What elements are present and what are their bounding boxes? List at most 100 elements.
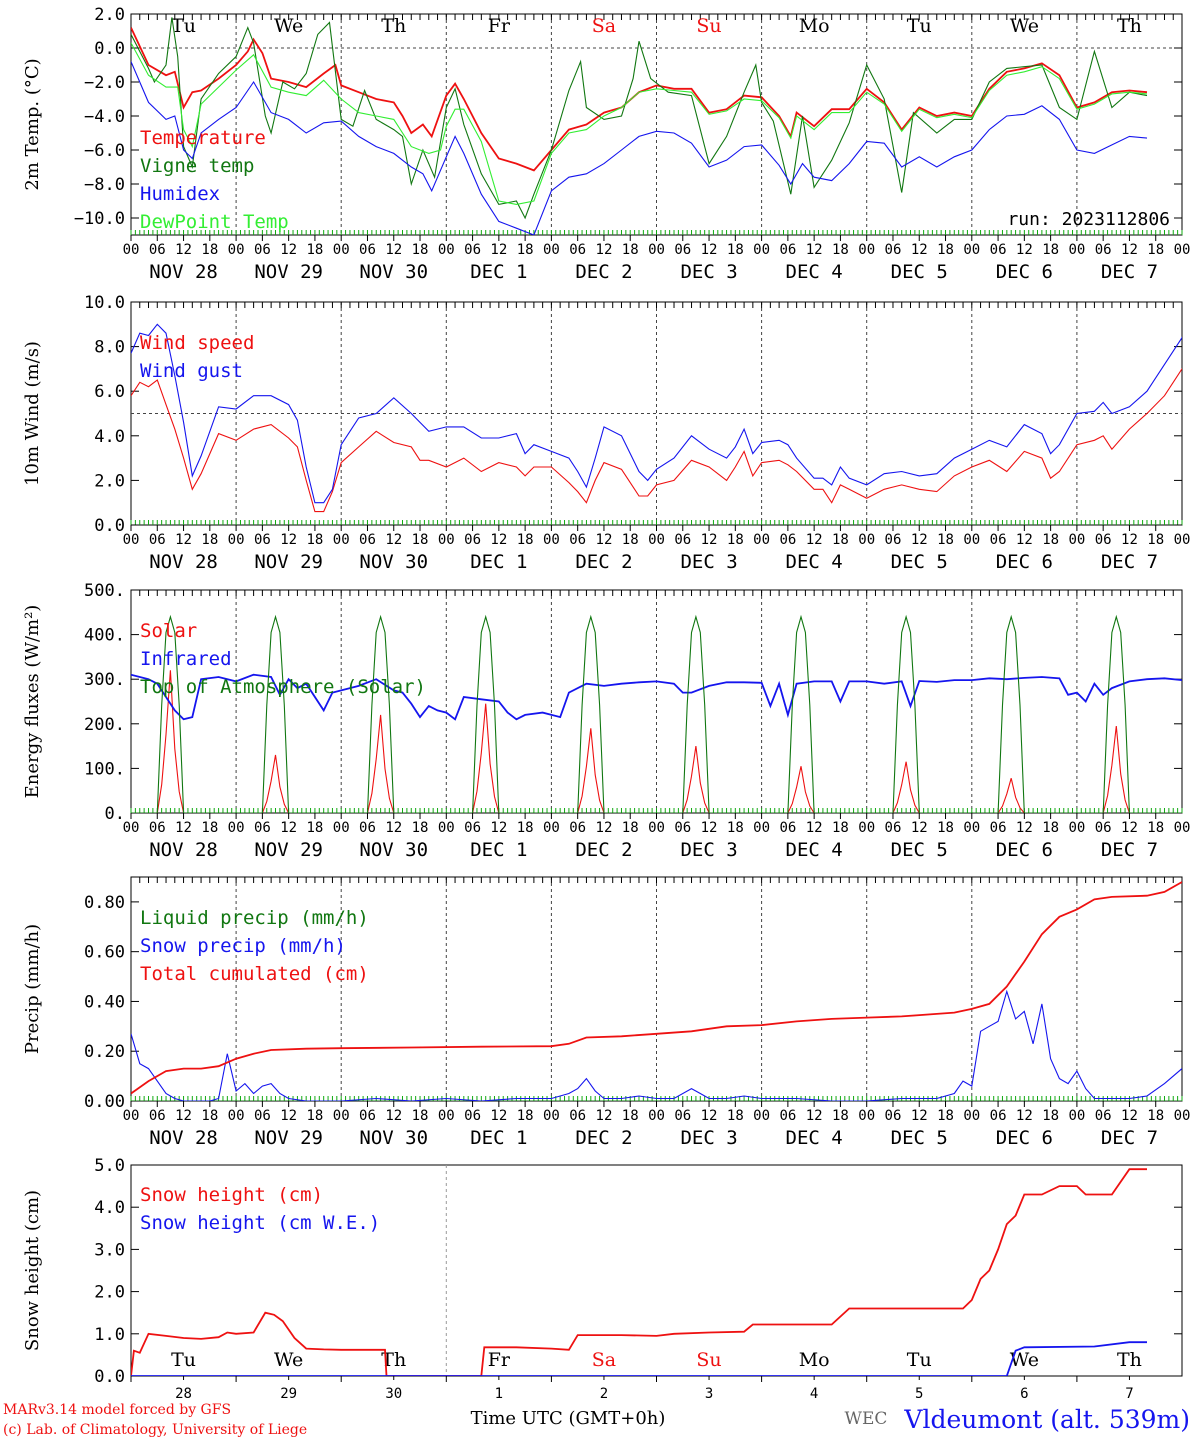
y-tick-label: 0.	[105, 804, 125, 824]
x-hour-label: 00	[963, 1108, 980, 1124]
x-date-label: NOV 29	[254, 839, 323, 861]
x-date-label: DEC 7	[1101, 839, 1158, 861]
x-hour-label: 06	[990, 532, 1007, 548]
x-hour-label: 18	[201, 1108, 218, 1124]
weekday-label: Th	[381, 1349, 406, 1371]
y-tick-label: 200.	[84, 715, 125, 735]
x-hour-label: 18	[306, 532, 323, 548]
x-hour-label: 06	[885, 532, 902, 548]
x-date-label: DEC 7	[1101, 261, 1158, 283]
x-hour-label: 12	[911, 532, 928, 548]
x-hour-label: 06	[990, 1108, 1007, 1124]
x-hour-label: 06	[359, 242, 376, 258]
x-hour-label: 06	[464, 1108, 481, 1124]
x-date-label: DEC 4	[786, 839, 843, 861]
y-tick-label: 0.00	[84, 1092, 125, 1112]
x-hour-label: 12	[385, 820, 402, 836]
series-line-snow-height-cm-w-e-	[131, 1341, 1147, 1376]
x-hour-label: 06	[149, 532, 166, 548]
weekday-label: Th	[1117, 15, 1142, 37]
x-hour-label: 06	[359, 532, 376, 548]
x-date-label: DEC 6	[996, 1127, 1053, 1149]
series-line-wind-gust	[131, 323, 1182, 504]
x-hour-label: 06	[359, 1108, 376, 1124]
x-date-label: DEC 4	[786, 551, 843, 573]
legend-entry: Snow height (cm)	[140, 1184, 323, 1206]
x-day-number: 7	[1125, 1386, 1133, 1402]
x-day-number: 1	[495, 1386, 503, 1402]
weekday-label: Tu	[907, 1349, 932, 1371]
x-hour-label: 06	[254, 532, 271, 548]
x-hour-label: 00	[333, 1108, 350, 1124]
x-hour-label: 12	[806, 532, 823, 548]
x-hour-label: 18	[517, 242, 534, 258]
y-tick-label: 5.0	[94, 1156, 125, 1176]
y-tick-label: 0.0	[94, 516, 125, 536]
x-date-label: DEC 1	[470, 839, 527, 861]
x-hour-label: 00	[753, 820, 770, 836]
x-hour-label: 12	[701, 820, 718, 836]
weekday-label: Th	[1117, 1349, 1142, 1371]
x-hour-label: 06	[359, 820, 376, 836]
y-tick-label: 0.0	[94, 39, 125, 59]
x-date-label: NOV 30	[359, 261, 428, 283]
x-date-label: NOV 29	[254, 1127, 323, 1149]
x-hour-label: 06	[885, 242, 902, 258]
x-hour-label: 00	[228, 532, 245, 548]
weekday-label: Fr	[488, 15, 511, 37]
x-hour-label: 18	[1042, 242, 1059, 258]
x-day-number: 6	[1020, 1386, 1028, 1402]
x-hour-label: 06	[779, 820, 796, 836]
x-date-label: DEC 5	[891, 839, 948, 861]
weekday-label: Th	[381, 15, 406, 37]
x-hour-label: 00	[858, 1108, 875, 1124]
x-hour-label: 12	[280, 820, 297, 836]
x-hour-label: 12	[175, 1108, 192, 1124]
x-hour-label: 06	[1095, 532, 1112, 548]
x-date-label: DEC 3	[680, 551, 737, 573]
x-hour-label: 00	[438, 820, 455, 836]
weekday-label: Tu	[171, 1349, 196, 1371]
x-hour-label: 00	[123, 1108, 140, 1124]
x-hour-label: 06	[569, 1108, 586, 1124]
x-hour-label: 00	[228, 242, 245, 258]
x-hour-label: 00	[1068, 532, 1085, 548]
series-group	[131, 17, 1148, 235]
x-date-label: NOV 30	[359, 551, 428, 573]
x-hour-label: 06	[569, 820, 586, 836]
x-hour-label: 06	[674, 532, 691, 548]
series-line-temperature	[131, 27, 1148, 172]
x-hour-label: 18	[1147, 532, 1164, 548]
x-hour-label: 00	[333, 242, 350, 258]
x-hour-label: 18	[517, 532, 534, 548]
x-hour-label: 00	[1068, 242, 1085, 258]
x-hour-label: 12	[911, 820, 928, 836]
x-hour-label: 00	[543, 820, 560, 836]
series-line-snow-precip-mm-h-	[131, 989, 1182, 1101]
x-hour-label: 00	[1068, 1108, 1085, 1124]
x-day-number: 30	[385, 1386, 402, 1402]
y-axis-label: 10m Wind (m/s)	[22, 341, 43, 486]
x-hour-label: 06	[674, 1108, 691, 1124]
series-line-humidex	[131, 61, 1148, 235]
weekday-label: Fr	[488, 1349, 511, 1371]
x-hour-label: 06	[569, 242, 586, 258]
series-line-dewpoint-temp	[131, 42, 1148, 205]
x-hour-label: 06	[149, 820, 166, 836]
x-hour-label: 18	[412, 532, 429, 548]
x-hour-label: 12	[280, 242, 297, 258]
x-hour-label: 00	[1174, 820, 1191, 836]
series-group	[131, 881, 1182, 1101]
x-hour-label: 18	[832, 820, 849, 836]
x-hour-label: 12	[806, 1108, 823, 1124]
x-hour-label: 06	[674, 820, 691, 836]
x-date-label: NOV 28	[149, 551, 218, 573]
x-hour-label: 18	[937, 242, 954, 258]
legend-entry: Snow height (cm W.E.)	[140, 1212, 380, 1234]
x-date-label: NOV 28	[149, 261, 218, 283]
x-date-label: DEC 1	[470, 551, 527, 573]
x-date-label: DEC 4	[786, 1127, 843, 1149]
x-hour-label: 00	[963, 532, 980, 548]
x-hour-label: 12	[385, 242, 402, 258]
x-hour-label: 06	[464, 820, 481, 836]
